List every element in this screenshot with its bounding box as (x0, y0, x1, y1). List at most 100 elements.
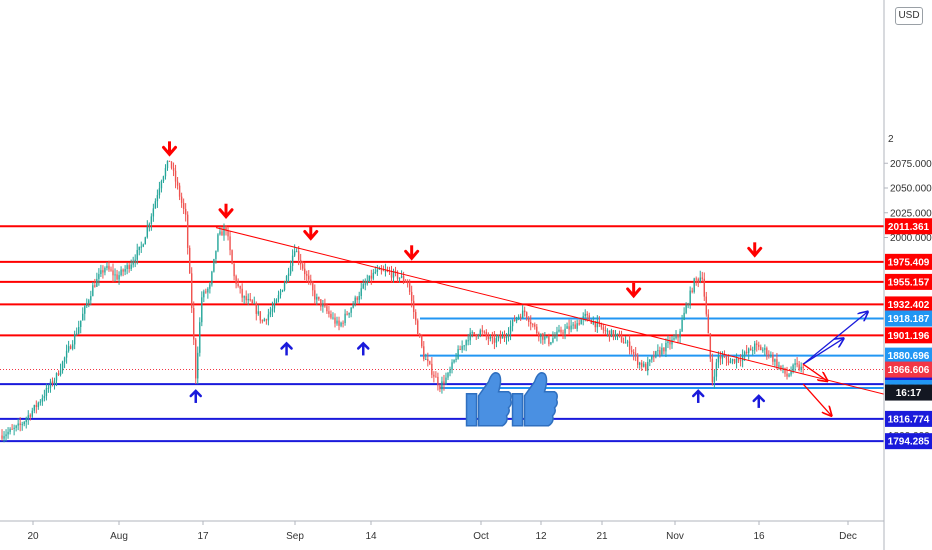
candle-body (320, 299, 322, 307)
candle-body (364, 283, 366, 285)
candle-body (415, 312, 417, 321)
candle-body (273, 303, 276, 309)
time-tick-label: 21 (596, 531, 608, 542)
candle-body (715, 362, 718, 377)
candle-body (213, 258, 215, 272)
time-tick-label: 12 (535, 531, 547, 542)
candle-body (136, 250, 138, 260)
candle-body (760, 346, 762, 351)
candle-body (725, 357, 728, 360)
current-price-label-box (885, 361, 932, 378)
candle-body (770, 354, 772, 356)
candle-body (566, 326, 568, 329)
candle-body (431, 363, 433, 375)
candle-body (306, 274, 308, 276)
candle-body (225, 227, 227, 231)
level-label-1932.402: 1932.402 (885, 296, 932, 313)
candle-body (600, 323, 603, 328)
level-label-1975.409: 1975.409 (885, 253, 932, 270)
candle-body (279, 291, 282, 296)
candle-body (653, 356, 655, 358)
candle-body (17, 423, 19, 426)
horizontal-levels (0, 225, 884, 443)
candle-body (447, 373, 449, 378)
current-price-label-text: 1866.606 (888, 365, 930, 376)
candle-body (594, 321, 597, 328)
candle-body (281, 289, 284, 292)
candle-body (267, 314, 270, 321)
candle-body (540, 333, 542, 338)
candle-body (134, 259, 136, 262)
candle-body (398, 277, 401, 279)
candle-body (396, 271, 399, 279)
thumbs-up-icon (465, 372, 558, 427)
candle-body (515, 317, 518, 322)
candle-body (9, 428, 11, 432)
candle-body (550, 342, 552, 345)
candle-body (140, 246, 142, 248)
candle-body (439, 385, 441, 390)
candle-body (318, 296, 320, 300)
candle-body (1, 435, 3, 439)
candle-body (729, 361, 732, 364)
candle-body (295, 251, 298, 253)
candle-body (523, 310, 526, 313)
candle-body (400, 276, 403, 278)
candle-body (461, 346, 463, 350)
time-tick-label: Oct (473, 531, 489, 542)
candle-body (380, 268, 383, 271)
candle-body (392, 270, 395, 278)
candle-body (146, 226, 149, 238)
level-label-1932.402-box (885, 296, 932, 313)
time-tick-label: Aug (110, 531, 128, 542)
candle-body (382, 270, 385, 272)
currency-button[interactable]: USD (895, 7, 923, 25)
candle-body (82, 313, 84, 321)
candle-body (57, 373, 60, 375)
candle-body (421, 336, 423, 347)
candle-body (572, 324, 574, 326)
thumbs-up-icon (465, 372, 512, 427)
candle-body (354, 297, 356, 305)
candle-body (733, 359, 736, 363)
candle-body (685, 304, 687, 313)
candle-body (677, 335, 679, 338)
candle-body (459, 349, 461, 351)
candle-body (743, 351, 746, 356)
candle-body (752, 350, 754, 352)
candle-body (598, 321, 601, 324)
candle-body (126, 265, 128, 270)
candle-body (43, 396, 46, 399)
candle-body (542, 333, 544, 340)
candle-body (673, 338, 675, 340)
level-label-1975.409-text: 1975.409 (888, 257, 930, 268)
candle-body (463, 345, 465, 347)
candle-body (241, 288, 243, 298)
candle-body (112, 270, 114, 276)
candle-body (731, 359, 734, 362)
countdown-label-text: 16:17 (896, 388, 922, 399)
level-label-1975.409-box (885, 253, 932, 270)
candle-body (721, 356, 724, 359)
candle-body (586, 313, 588, 316)
arrow-down-icon (404, 249, 420, 261)
candle-body (473, 332, 475, 335)
candle-body (741, 355, 744, 361)
plot-area[interactable] (0, 141, 884, 443)
candle-body (528, 317, 530, 322)
candle-body (178, 185, 181, 197)
time-axis[interactable]: 20 Aug 17 Sep 14 Oct 12 21 Nov 16 Dec (27, 521, 857, 542)
candle-body (792, 364, 794, 372)
candle-body (102, 270, 104, 273)
candle-body (643, 363, 645, 367)
candle-body (772, 354, 774, 362)
candle-body (713, 376, 716, 383)
candle-body (328, 311, 330, 314)
candle-body (106, 265, 108, 269)
candle-body (417, 320, 419, 334)
candle-body (184, 208, 187, 215)
candle-body (481, 330, 484, 332)
price-tick-label: 2025.000 (890, 208, 932, 219)
